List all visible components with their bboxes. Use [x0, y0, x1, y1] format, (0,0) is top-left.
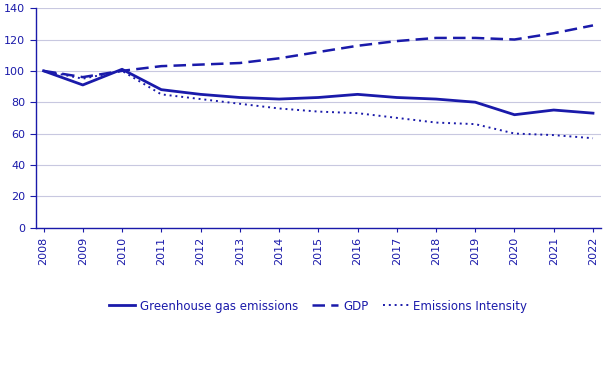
Legend: Greenhouse gas emissions, GDP, Emissions Intensity: Greenhouse gas emissions, GDP, Emissions… [105, 295, 532, 317]
